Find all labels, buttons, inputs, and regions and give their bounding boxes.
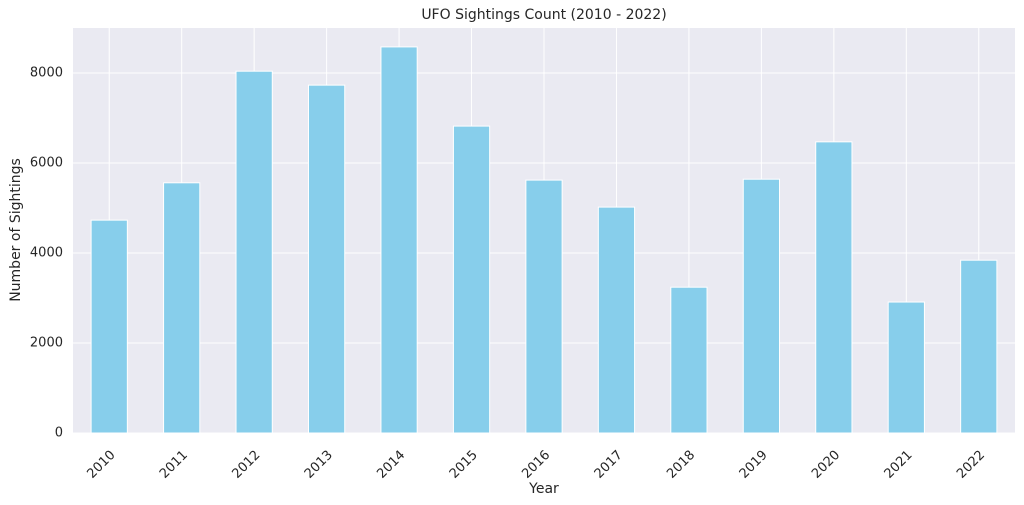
bar: [163, 182, 201, 434]
y-tick-label: 2000: [30, 336, 63, 351]
x-tick-label: 2011: [157, 448, 191, 482]
bar: [525, 179, 563, 434]
x-tick-label: 2012: [229, 448, 263, 482]
x-tick-label: 2010: [85, 448, 119, 482]
y-tick-label: 8000: [30, 66, 63, 81]
x-tick-label: 2020: [809, 448, 843, 482]
bar: [742, 178, 780, 434]
x-tick-label: 2013: [302, 448, 336, 482]
chart-title: UFO Sightings Count (2010 - 2022): [421, 7, 666, 23]
x-tick-label: 2016: [519, 448, 553, 482]
x-tick-label: 2021: [882, 448, 916, 482]
x-tick-label: 2014: [374, 448, 408, 482]
bar: [597, 206, 636, 434]
x-tick-label: 2015: [447, 448, 481, 482]
y-tick-label: 4000: [30, 246, 63, 261]
x-tick-label: 2017: [592, 448, 626, 482]
y-tick-label: 6000: [30, 156, 63, 171]
bar: [815, 141, 853, 434]
x-axis-label: Year: [528, 481, 559, 497]
y-axis-label: Number of Sightings: [8, 158, 24, 302]
x-tick-label: 2022: [954, 448, 988, 482]
bar: [235, 70, 273, 434]
bar: [380, 46, 418, 434]
bar: [887, 301, 925, 434]
bar: [90, 219, 128, 434]
bar: [960, 259, 998, 434]
bar: [308, 84, 346, 434]
bar: [670, 286, 708, 434]
bar: [452, 125, 491, 434]
x-tick-label: 2019: [737, 448, 771, 482]
y-tick-label: 0: [55, 426, 63, 441]
x-tick-label: 2018: [664, 448, 698, 482]
